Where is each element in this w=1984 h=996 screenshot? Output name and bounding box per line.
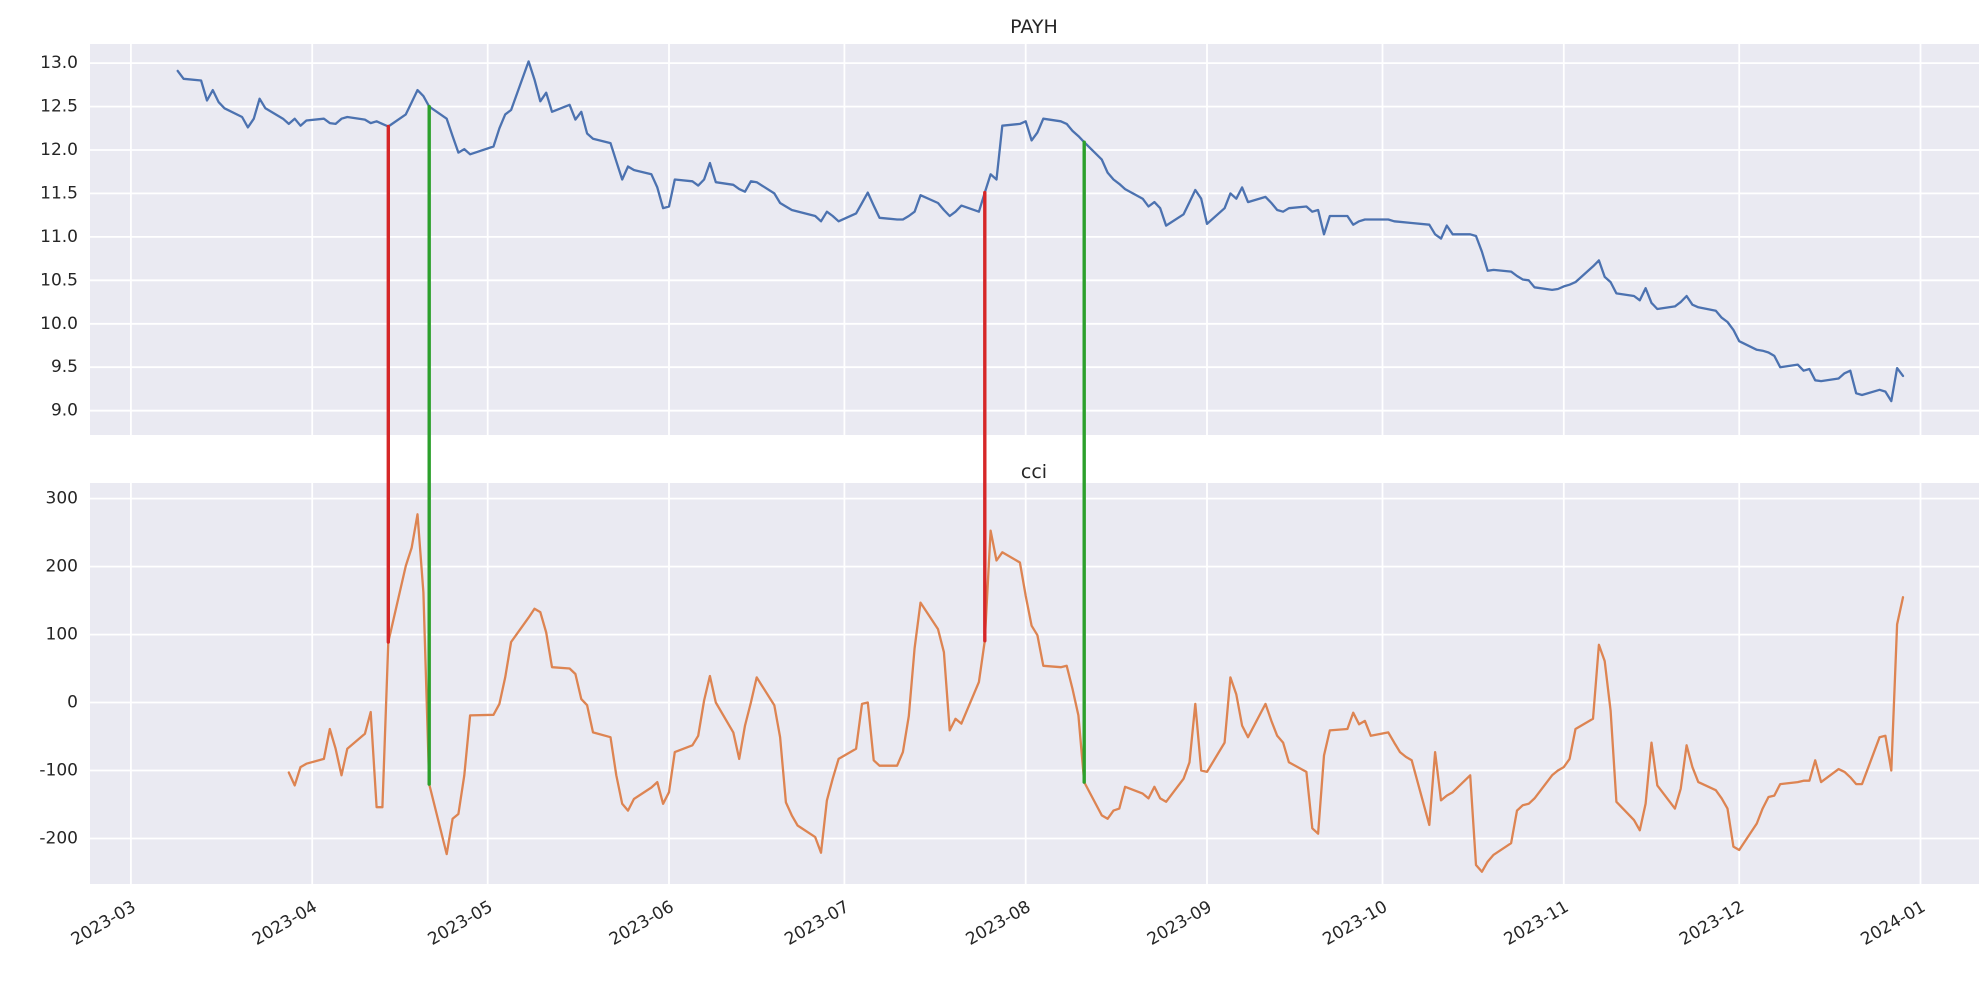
y-tick-label: 13.0 [40,53,78,73]
y-tick-label: -100 [39,760,78,780]
cci-line [287,513,1905,873]
y-tick-label: 200 [46,557,78,577]
subplot-title-cci: cci [1021,461,1047,483]
y-tick-label: 9.5 [51,357,78,377]
x-tick-label: 2023-05 [425,897,497,950]
y-tick-label: 10.5 [40,270,78,290]
y-tick-label: 10.0 [40,314,78,334]
y-tick-label: 12.5 [40,97,78,117]
x-tick-label: 2023-09 [1144,897,1216,950]
y-tick-label: 11.0 [40,227,78,247]
y-tick-label: -200 [39,828,78,848]
subplot-title-price: PAYH [1010,16,1058,38]
plot-background [90,483,1979,884]
plot-background [90,44,1979,435]
price-line [176,60,1905,403]
x-tick-label: 2023-12 [1676,897,1748,950]
y-tick-label: 11.5 [40,183,78,203]
x-tick-label: 2023-06 [606,897,678,950]
x-tick-label: 2023-04 [249,897,321,950]
y-tick-label: 100 [46,625,78,645]
x-tick-label: 2023-11 [1501,897,1573,950]
x-tick-label: 2024-01 [1857,897,1929,950]
y-tick-label: 300 [46,489,78,509]
x-tick-label: 2023-03 [68,897,140,950]
y-tick-label: 0 [67,693,78,713]
x-tick-label: 2023-07 [781,897,853,950]
y-tick-label: 9.0 [51,401,78,421]
y-tick-label: 12.0 [40,140,78,160]
x-tick-label: 2023-08 [963,897,1035,950]
x-tick-label: 2023-10 [1319,897,1391,950]
